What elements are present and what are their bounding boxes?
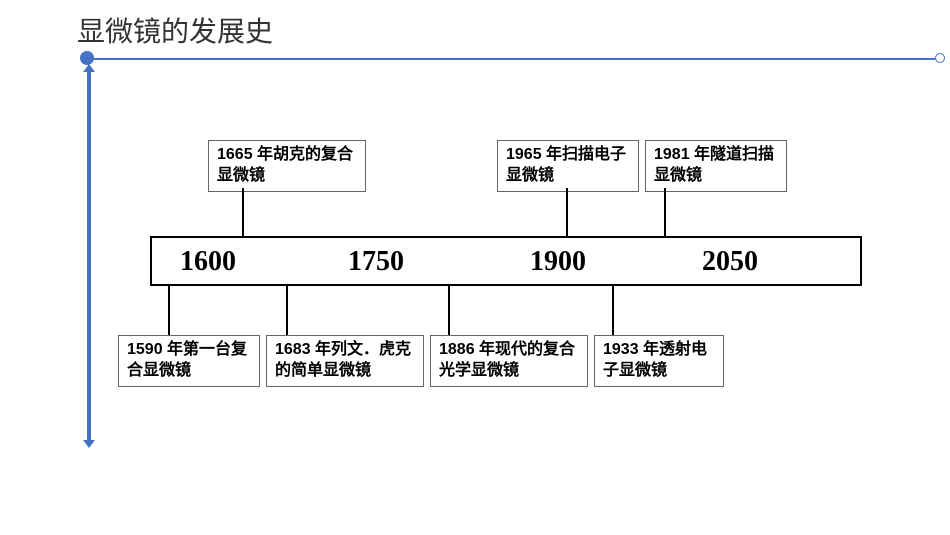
event-connector [448, 286, 450, 335]
decorative-hline [87, 58, 935, 60]
timeline-event-box: 1886 年现代的复合光学显微镜 [430, 335, 588, 387]
event-connector [612, 286, 614, 335]
page-title: 显微镜的发展史 [77, 10, 273, 50]
timeline-event-box: 1683 年列文．虎克的简单显微镜 [266, 335, 424, 387]
event-connector [664, 188, 666, 236]
axis-tick-label: 1750 [348, 246, 404, 278]
timeline-event-box: 1590 年第一台复合显微镜 [118, 335, 260, 387]
double-arrow-bottom-icon [81, 432, 97, 448]
timeline-event-box: 1933 年透射电子显微镜 [594, 335, 724, 387]
event-connector [168, 286, 170, 335]
line-start-dot [80, 51, 94, 65]
axis-tick-label: 1900 [530, 246, 586, 278]
double-arrow-top-icon [81, 64, 97, 80]
event-connector [242, 188, 244, 236]
axis-tick-label: 2050 [702, 246, 758, 278]
line-end-dot [935, 53, 945, 63]
event-connector [286, 286, 288, 335]
event-connector [566, 188, 568, 236]
timeline-event-box: 1965 年扫描电子显微镜 [497, 140, 639, 192]
decorative-vline [87, 72, 91, 432]
timeline-event-box: 1665 年胡克的复合显微镜 [208, 140, 366, 192]
axis-tick-label: 1600 [180, 246, 236, 278]
timeline-event-box: 1981 年隧道扫描显微镜 [645, 140, 787, 192]
